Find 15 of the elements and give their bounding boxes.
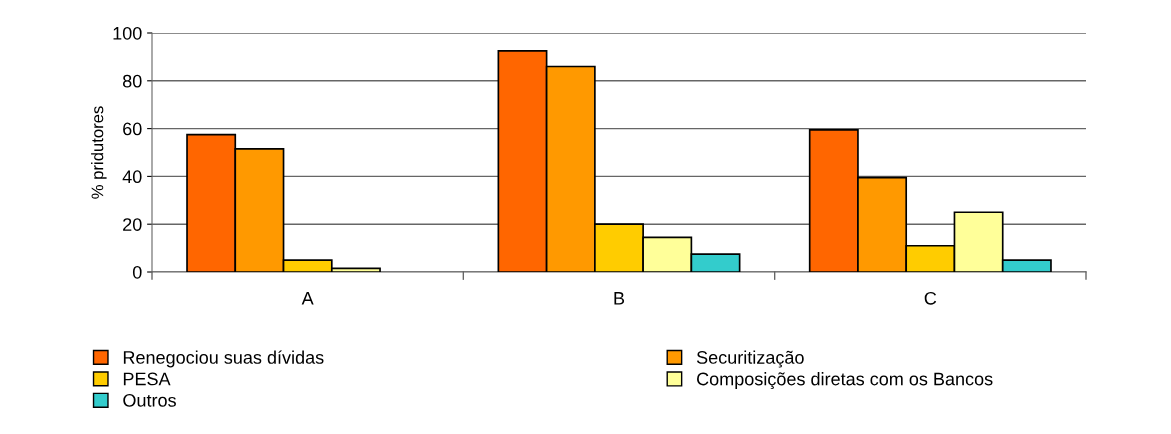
legend-label: PESA [123,372,171,386]
legend-label: Renegociou suas dívidas [123,350,324,368]
y-tick-label: 20 [123,218,142,231]
legend-label: Composições diretas com os Bancos [697,372,993,390]
x-tick-label: B [614,292,625,305]
y-tick-label: 80 [122,74,142,88]
y-axis-title: % pridutores [91,106,107,199]
legend-label: Securitização [696,350,804,368]
y-tick-label: 60 [123,122,142,136]
x-tick-label: C [924,291,937,305]
x-tick-label: A [301,292,314,305]
y-tick-label: 40 [122,170,142,184]
legend-label: Outros [123,393,176,407]
y-tick-label: 100 [113,26,142,40]
y-tick-label: 0 [132,265,142,279]
